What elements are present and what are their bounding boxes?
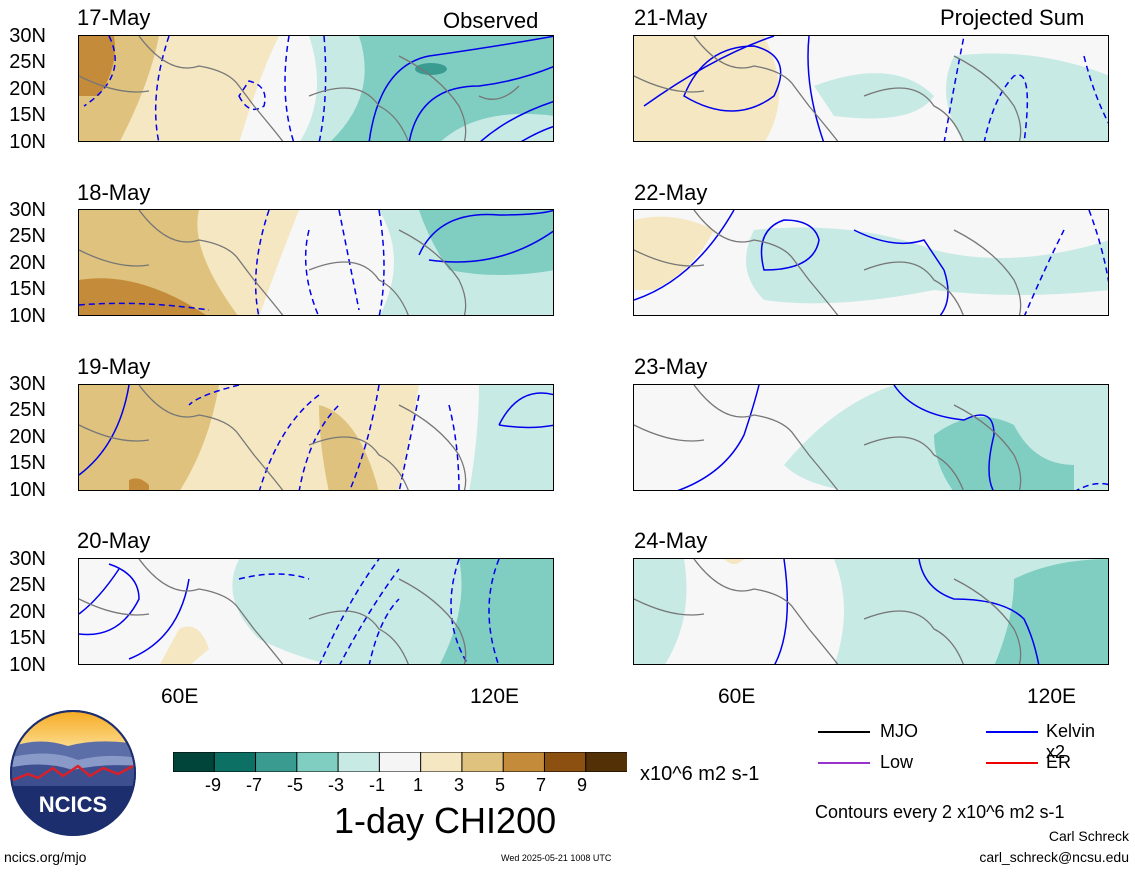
lon-label-left-120e: 120E [470,685,520,708]
colorbar-label: -1 [368,775,385,795]
footer-url[interactable]: ncics.org/mjo [4,849,87,865]
colorbar-swatch [461,751,505,773]
lat-label: 25N [9,399,46,421]
colorbar-swatch [378,751,422,773]
panel-date-left-1: 17-May [77,5,151,30]
legend-label-mjo: MJO [880,721,918,741]
map-svg [79,210,553,315]
colorbar-label: 1 [412,775,423,795]
lat-label: 20N [9,78,46,100]
map-panel-22-may [633,209,1109,316]
colorbar-label: 5 [494,775,505,795]
lat-label: 30N [9,199,46,221]
panel-date-right-4: 24-May [634,528,708,553]
lat-label: 25N [9,574,46,596]
lat-label: 20N [9,252,46,274]
map-panel-24-may [633,558,1109,665]
panel-date-right-2: 22-May [634,180,708,205]
map-svg [634,210,1108,315]
legend-label-er: ER [1046,752,1072,772]
colorbar-label: 3 [453,775,464,795]
colorbar-swatch [337,751,381,773]
lat-label: 15N [9,627,46,649]
colorbar-swatch [296,751,340,773]
map-svg [634,559,1108,664]
projected-sum-label: Projected Sum [940,5,1085,30]
colorbar-svg [172,751,629,773]
chart-main-title: 1-day CHI200 [334,800,557,841]
panel-date-left-3: 19-May [77,354,151,379]
colorbar-swatch [543,751,587,773]
lat-label: 25N [9,225,46,247]
lon-label-left-60e: 60E [161,685,199,708]
lat-label: 15N [9,278,46,300]
colorbar-label: -5 [286,775,303,795]
lon-label-right-120e: 120E [1027,685,1077,708]
colorbar-swatch [255,751,298,773]
map-panel-18-may [78,209,554,316]
colorbar-units: x10^6 m2 s-1 [640,763,760,785]
colorbar [172,751,629,777]
lat-label: 10N [9,479,46,501]
lat-label: 30N [9,25,46,47]
lat-label: 10N [9,654,46,676]
legend-label-low: Low [880,752,914,772]
colorbar-label: 9 [576,775,587,795]
legend-label-kelvin: Kelvin x2 [1046,721,1096,762]
observed-label: Observed [443,8,539,33]
lat-label: 10N [9,305,46,327]
logo-text: NCICS [39,792,107,817]
map-panel-21-may [633,35,1109,142]
panel-date-left-4: 20-May [77,528,151,553]
lat-label: 15N [9,452,46,474]
map-panel-20-may [78,558,554,665]
footer-email[interactable]: carl_schreck@ncsu.edu [979,849,1129,865]
panel-date-right-3: 23-May [634,354,708,379]
colorbar-label: 7 [535,775,546,795]
lat-label: 30N [9,548,46,570]
ncics-logo: NCICS [8,708,138,843]
footer-author: Carl Schreck [1048,828,1129,844]
lat-label: 30N [9,373,46,395]
contour-note: Contours every 2 x10^6 m2 s-1 [815,802,1065,822]
lat-label: 20N [9,601,46,623]
lat-label: 25N [9,51,46,73]
colorbar-label: -7 [245,775,262,795]
colorbar-swatch [502,751,546,773]
colorbar-label: -9 [204,775,221,795]
lat-label: 20N [9,426,46,448]
legend-swatch-mjo [818,731,870,733]
colorbar-label: -3 [327,775,344,795]
lat-label: 15N [9,104,46,126]
map-svg [79,559,553,664]
map-svg [634,385,1108,490]
colorbar-swatch [172,751,216,773]
colorbar-swatch [585,751,629,773]
map-svg [634,36,1108,141]
ncics-logo-icon: NCICS [10,710,136,836]
lat-label: 10N [9,131,46,153]
map-svg [79,36,553,141]
map-panel-17-may [78,35,554,142]
colorbar-swatch [213,751,257,773]
panel-date-right-1: 21-May [634,5,708,30]
legend-swatch-er [986,762,1038,764]
panel-date-left-2: 18-May [77,180,151,205]
map-panel-23-may [633,384,1109,491]
footer-timestamp: Wed 2025-05-21 1008 UTC [501,853,612,863]
lon-label-right-60e: 60E [718,685,756,708]
legend-swatch-low [818,762,870,764]
legend-swatch-kelvin [986,731,1038,733]
map-svg [79,385,553,490]
colorbar-swatch [420,751,463,773]
map-panel-19-may [78,384,554,491]
